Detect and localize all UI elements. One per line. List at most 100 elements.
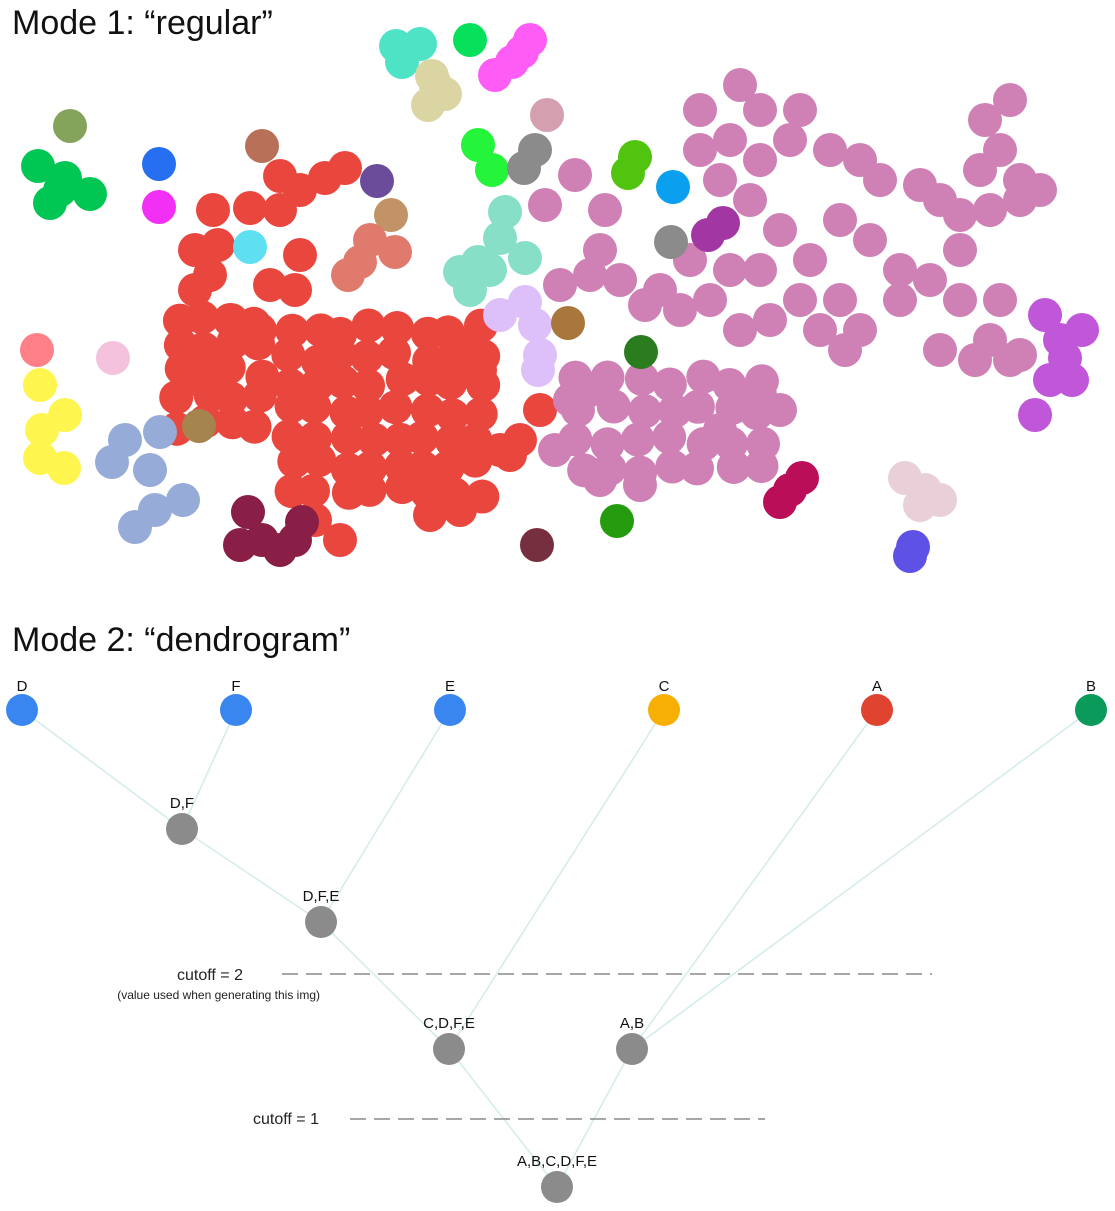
cluster-point [943, 233, 977, 267]
cluster-point [245, 523, 279, 557]
cluster-point [351, 368, 386, 403]
cluster-point [723, 313, 757, 347]
cluster-point [528, 188, 562, 222]
node-a [861, 694, 893, 726]
cluster-point [237, 409, 272, 444]
cluster-point [483, 298, 517, 332]
cluster-point [753, 303, 787, 337]
cluster-point [351, 308, 386, 343]
node-all [541, 1171, 573, 1203]
cluster-point [433, 365, 468, 400]
cluster-point [958, 343, 992, 377]
cluster-point [349, 339, 384, 374]
cluster-point [743, 253, 777, 287]
edge-a-to-ab [631, 709, 878, 1050]
cluster-point [1028, 298, 1062, 332]
cluster-point [23, 368, 57, 402]
cluster-point [1055, 363, 1089, 397]
cluster-point [1003, 338, 1037, 372]
cluster-point [943, 198, 977, 232]
cluster-point [680, 389, 715, 424]
edge-c-to-cdfe [448, 709, 665, 1050]
cutoff-lines: cutoff = 2 (value used when generating t… [117, 967, 932, 1128]
cluster-point [973, 193, 1007, 227]
edge-d-to-df [21, 709, 183, 830]
cluster-point [271, 337, 306, 372]
cluster-point [430, 450, 465, 485]
cluster-point [893, 539, 927, 573]
node-f [220, 694, 252, 726]
cluster-point [196, 193, 230, 227]
edge-cdfe-to-all [448, 1048, 558, 1188]
node-c [648, 694, 680, 726]
mode1-title: Mode 1: “regular” [12, 4, 273, 42]
cluster-point [1018, 398, 1052, 432]
cluster-point [883, 283, 917, 317]
cluster-point [623, 468, 657, 502]
cluster-point [330, 420, 365, 455]
cluster-point [378, 390, 413, 425]
cluster-point [620, 422, 655, 457]
cluster-point [713, 253, 747, 287]
node-label-d: D [17, 678, 28, 695]
cluster-point [923, 333, 957, 367]
cluster-point [793, 243, 827, 277]
cluster-point [624, 335, 658, 369]
cluster-point [716, 449, 751, 484]
cluster-point [588, 193, 622, 227]
cluster-point [43, 173, 77, 207]
regular-mode-clusters [20, 23, 1099, 573]
cluster-point [520, 528, 554, 562]
node-label-f: F [231, 678, 240, 695]
cluster-point [166, 483, 200, 517]
cluster-point [493, 438, 527, 472]
node-label-all: A,B,C,D,F,E [517, 1153, 597, 1170]
cluster-point [908, 473, 942, 507]
cluster-point [233, 191, 267, 225]
node-cdfe [433, 1033, 465, 1065]
cluster-point [142, 147, 176, 181]
mode2-title: Mode 2: “dendrogram” [12, 621, 350, 659]
cluster-point [231, 495, 265, 529]
cluster-point [95, 445, 129, 479]
cluster-point [943, 283, 977, 317]
cluster-point [193, 258, 227, 292]
cluster-point [283, 238, 317, 272]
cluster-point [863, 163, 897, 197]
cluster-point [377, 335, 412, 370]
cluster-point [1023, 173, 1057, 207]
cluster-point [507, 151, 541, 185]
cluster-point [133, 453, 167, 487]
cluster-point [182, 409, 216, 443]
cluster-point [20, 333, 54, 367]
cutoff-2-label: cutoff = 2 [177, 967, 243, 984]
cluster-point [159, 380, 194, 415]
cluster-point [823, 203, 857, 237]
cluster-point [435, 398, 470, 433]
node-label-b: B [1086, 678, 1096, 695]
node-d [6, 694, 38, 726]
cluster-point [360, 164, 394, 198]
cluster-point [297, 389, 332, 424]
cluster-point [654, 225, 688, 259]
node-ab [616, 1033, 648, 1065]
cluster-point [385, 362, 420, 397]
cluster-point [245, 129, 279, 163]
cluster-point [328, 151, 362, 185]
cluster-point [968, 103, 1002, 137]
cluster-point [380, 311, 415, 346]
node-label-c: C [659, 678, 670, 695]
cluster-point [1043, 323, 1077, 357]
cluster-point [603, 263, 637, 297]
cluster-point [803, 313, 837, 347]
cluster-point [680, 451, 715, 486]
cluster-point [693, 283, 727, 317]
cluster-point [823, 283, 857, 317]
cluster-point [773, 473, 807, 507]
cluster-point [413, 498, 447, 532]
cluster-point [543, 268, 577, 302]
cluster-point [652, 420, 687, 455]
cluster-point [296, 473, 331, 508]
node-label-df: D,F [170, 795, 194, 812]
cluster-point [138, 493, 172, 527]
